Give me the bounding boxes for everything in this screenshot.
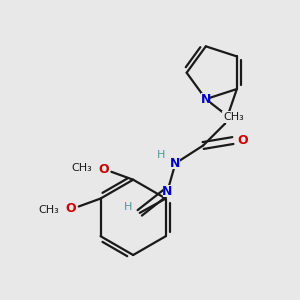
Text: O: O — [65, 202, 76, 215]
Text: H: H — [158, 150, 166, 161]
Bar — [238, 135, 247, 146]
Bar — [70, 162, 93, 174]
Text: N: N — [170, 157, 181, 170]
Bar — [222, 111, 245, 123]
Bar — [157, 149, 166, 161]
Bar — [99, 164, 108, 176]
Text: N: N — [201, 93, 211, 106]
Text: O: O — [98, 163, 109, 176]
Bar — [163, 185, 172, 197]
Text: H: H — [124, 202, 132, 212]
Bar — [171, 158, 180, 169]
Text: CH₃: CH₃ — [71, 163, 92, 173]
Bar — [38, 205, 60, 216]
Bar — [201, 93, 210, 105]
Bar — [123, 201, 132, 213]
Bar — [66, 202, 75, 214]
Text: CH₃: CH₃ — [39, 206, 59, 215]
Text: N: N — [162, 184, 173, 198]
Text: O: O — [238, 134, 248, 147]
Text: CH₃: CH₃ — [223, 112, 244, 122]
